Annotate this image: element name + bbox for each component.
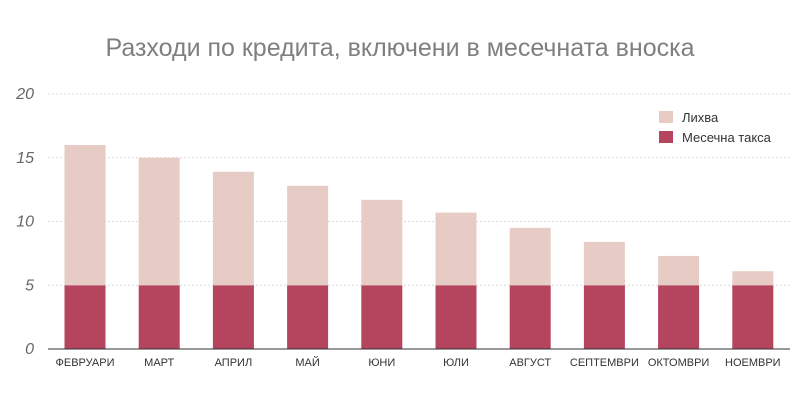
x-tick-label: НОЕМВРИ [725, 357, 781, 369]
bar-fee-5 [435, 285, 477, 349]
bar-fee-8 [658, 285, 700, 349]
bar-fee-4 [361, 285, 403, 349]
legend: Лихва Месечна такса [659, 110, 772, 145]
chart-title: Разходи по кредита, включени в месечната… [105, 34, 694, 62]
bar-fee-1 [138, 285, 180, 349]
bar-fee-0 [64, 285, 106, 349]
bars [64, 145, 774, 349]
x-tick-label: СЕПТЕМВРИ [570, 357, 639, 369]
x-tick-label: МАРТ [144, 357, 174, 369]
bar-fee-3 [287, 285, 329, 349]
y-tick-label: 0 [25, 341, 34, 358]
bar-interest-0 [64, 145, 106, 286]
bar-interest-8 [658, 255, 700, 286]
bar-interest-5 [435, 212, 477, 286]
x-tick-label: АВГУСТ [509, 357, 551, 369]
bar-interest-7 [583, 241, 625, 286]
legend-label-1: Месечна такса [682, 130, 772, 145]
x-tick-label: МАЙ [295, 356, 319, 369]
x-tick-label: ОКТОМВРИ [648, 357, 710, 369]
bar-interest-2 [212, 171, 254, 286]
x-tick-label: ФЕВРУАРИ [56, 357, 115, 369]
y-ticks: 0 5 10 15 20 [15, 86, 34, 358]
bar-fee-6 [509, 285, 551, 349]
bar-interest-3 [287, 185, 329, 286]
bar-fee-9 [732, 285, 774, 349]
y-tick-label: 5 [25, 277, 34, 294]
legend-swatch-1 [659, 131, 673, 143]
x-tick-label: ЮНИ [368, 357, 395, 369]
bar-interest-9 [732, 271, 774, 286]
bar-fee-2 [212, 285, 254, 349]
bar-interest-4 [361, 199, 403, 286]
bar-interest-1 [138, 157, 180, 286]
x-ticks: ФЕВРУАРИ МАРТ АПРИЛ МАЙ ЮНИ ЮЛИ АВГУСТ СЕПТЕМВР… [56, 356, 781, 369]
bar-fee-7 [583, 285, 625, 349]
legend-label-0: Лихва [682, 110, 719, 125]
y-tick-label: 20 [15, 86, 34, 103]
x-tick-label: ЮЛИ [443, 357, 469, 369]
legend-swatch-0 [659, 111, 673, 123]
y-tick-label: 15 [16, 150, 34, 167]
y-tick-label: 10 [16, 214, 34, 231]
x-tick-label: АПРИЛ [215, 357, 253, 369]
bar-interest-6 [509, 227, 551, 286]
